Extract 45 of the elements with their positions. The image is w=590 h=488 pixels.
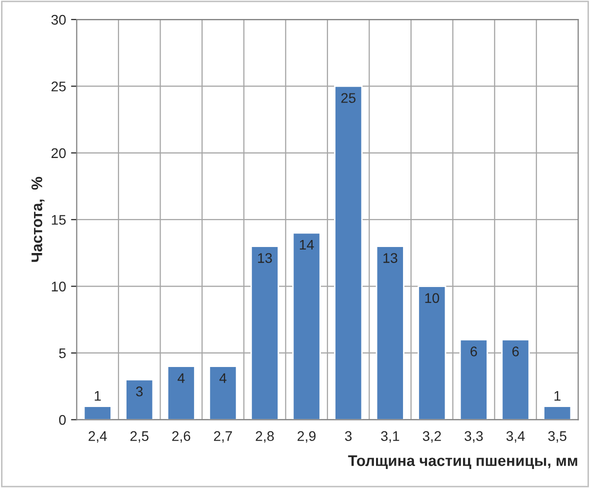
data-label: 25 <box>341 93 356 103</box>
bar <box>292 232 321 420</box>
data-label: 14 <box>300 240 314 250</box>
x-tick-label: 2,9 <box>298 431 316 443</box>
x-tick-label: 3,4 <box>506 431 525 443</box>
bar <box>543 406 572 420</box>
x-tick-label: 3 <box>345 431 352 441</box>
bar <box>250 246 280 420</box>
bar <box>418 286 446 420</box>
bar <box>83 406 112 420</box>
x-tick-label: 2,5 <box>130 431 148 443</box>
data-label: 13 <box>258 253 272 263</box>
x-tick-label: 2,8 <box>256 431 274 443</box>
bar <box>501 338 530 420</box>
x-axis-title: Толщина частиц пшеницы, мм <box>348 455 578 469</box>
x-tick-label: 2,7 <box>214 431 232 443</box>
data-label: 3 <box>136 386 143 396</box>
y-tick-label: 20 <box>52 148 66 158</box>
data-label: 13 <box>383 253 398 263</box>
y-tick-label: 5 <box>59 348 66 358</box>
y-tick-label: 10 <box>52 282 66 292</box>
x-tick-label: 3,3 <box>464 431 483 443</box>
data-label: 4 <box>219 373 226 383</box>
bar <box>166 366 196 420</box>
x-tick-label: 2,6 <box>172 431 190 443</box>
bar <box>459 338 488 420</box>
x-tick-label: 3,2 <box>422 431 441 443</box>
y-tick-label: 0 <box>59 415 66 425</box>
bar <box>334 86 363 420</box>
data-label: 6 <box>470 346 477 356</box>
bar <box>376 246 404 420</box>
data-label: 1 <box>554 391 560 401</box>
bar <box>125 378 154 420</box>
y-tick-label: 25 <box>52 82 66 92</box>
data-label: 6 <box>512 346 519 356</box>
bar <box>208 366 238 420</box>
data-label: 1 <box>94 391 101 401</box>
x-tick-label: 3,5 <box>548 431 566 443</box>
y-tick-label: 30 <box>51 14 66 25</box>
x-tick-label: 2,4 <box>88 431 107 443</box>
x-tick-label: 3,1 <box>381 431 400 443</box>
y-tick-label: 15 <box>52 215 66 225</box>
data-label: 4 <box>178 373 185 383</box>
data-label: 10 <box>425 293 440 303</box>
y-axis-title: Частота, % <box>31 176 44 262</box>
